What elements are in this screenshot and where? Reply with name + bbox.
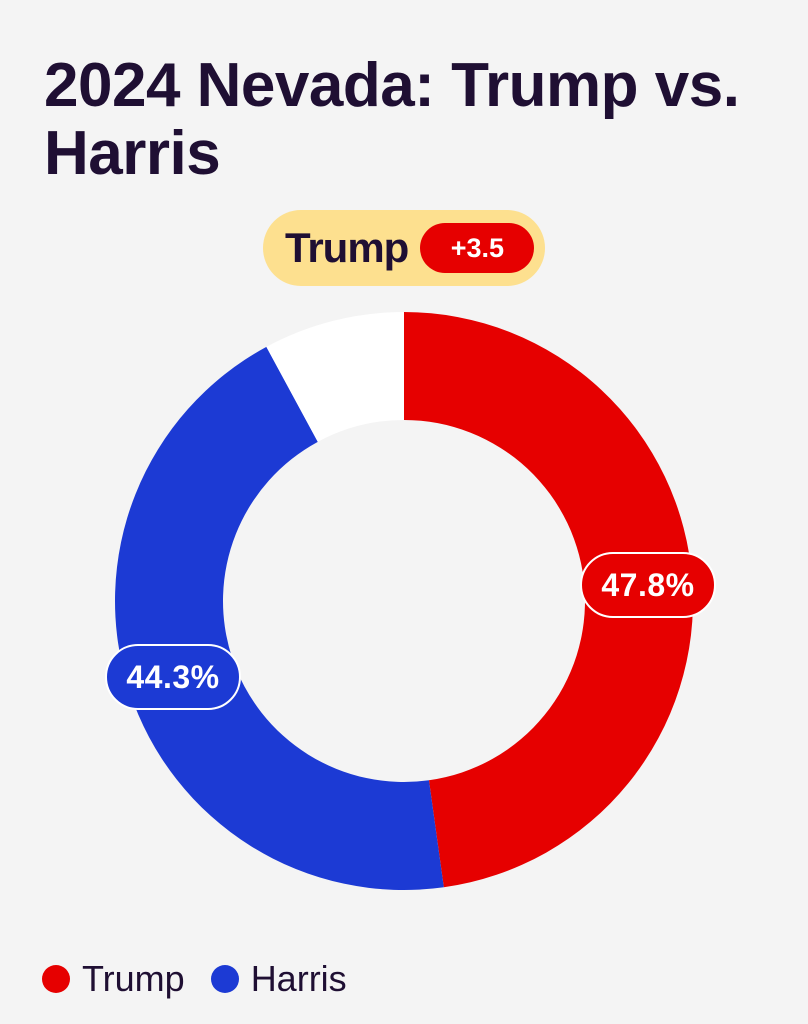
legend-item-harris: Harris [210,958,347,1000]
donut-slices [115,312,693,891]
legend-label-trump: Trump [82,958,185,999]
legend-dot-trump [42,965,70,993]
donut-slice-harris [115,346,444,891]
legend: Trump Harris [42,958,373,1000]
legend-label-harris: Harris [250,958,347,999]
data-label-harris: 44.3% [105,644,241,710]
legend-item-trump: Trump [42,958,185,1000]
margin-leader-name: Trump [285,224,409,271]
margin-pill: Trump +3.5 [263,210,545,286]
margin-value-badge: +3.5 [420,223,535,273]
donut-slice-other [266,312,404,442]
chart-title: 2024 Nevada: Trump vs. Harris [44,51,740,188]
donut-slice-trump [404,312,693,888]
legend-dot-harris [210,965,239,993]
data-label-trump: 47.8% [580,552,716,618]
